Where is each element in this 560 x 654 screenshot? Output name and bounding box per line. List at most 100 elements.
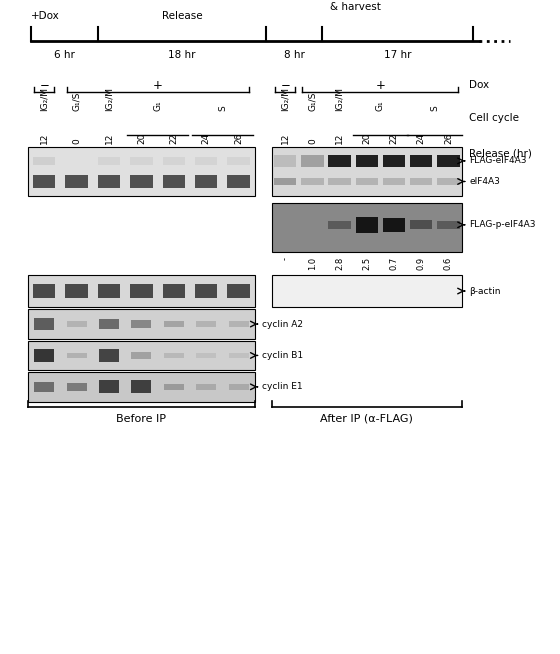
Text: 0.6: 0.6: [444, 257, 453, 270]
Bar: [164, 353, 184, 358]
Text: Thymidine
1st block: Thymidine 1st block: [76, 0, 131, 3]
Bar: [437, 221, 460, 228]
Bar: [99, 349, 119, 362]
Bar: [383, 218, 405, 232]
Bar: [410, 155, 432, 167]
Bar: [437, 178, 460, 186]
Text: 0: 0: [72, 138, 81, 144]
Bar: [33, 157, 55, 165]
Bar: [356, 178, 378, 186]
Bar: [164, 320, 184, 328]
Text: cyclin E1: cyclin E1: [262, 383, 303, 391]
Text: Cell cycle: Cell cycle: [469, 112, 519, 123]
Text: 18 hr: 18 hr: [168, 50, 196, 60]
Bar: [162, 157, 185, 165]
Bar: [162, 175, 185, 188]
Text: 12: 12: [40, 133, 49, 144]
Text: 2.5: 2.5: [362, 257, 371, 270]
Bar: [227, 284, 250, 298]
Text: Release (hr): Release (hr): [469, 148, 531, 159]
Bar: [67, 353, 87, 358]
Text: 0: 0: [308, 138, 317, 144]
Bar: [33, 284, 55, 298]
Bar: [130, 175, 152, 188]
Text: 2.8: 2.8: [335, 257, 344, 270]
Bar: [67, 383, 87, 391]
Bar: [28, 309, 255, 339]
Text: FLAG-eIF4A3: FLAG-eIF4A3: [469, 156, 527, 165]
Bar: [28, 275, 255, 307]
Text: 26: 26: [234, 133, 243, 144]
Text: S: S: [218, 105, 227, 111]
Text: lG₂/M: lG₂/M: [40, 87, 49, 111]
Text: S: S: [430, 105, 439, 111]
Bar: [130, 284, 152, 298]
Text: Release
& harvest: Release & harvest: [330, 0, 381, 12]
Text: 8 hr: 8 hr: [283, 50, 305, 60]
Bar: [301, 178, 324, 186]
Text: β-actin: β-actin: [469, 286, 501, 296]
Bar: [130, 157, 152, 165]
Bar: [33, 175, 55, 188]
Text: 17 hr: 17 hr: [384, 50, 412, 60]
Text: cyclin A2: cyclin A2: [262, 320, 303, 328]
Text: G₁/S: G₁/S: [308, 92, 317, 111]
Text: 24: 24: [417, 133, 426, 144]
Bar: [410, 220, 432, 229]
Text: lG₂/M: lG₂/M: [105, 87, 114, 111]
Text: 24: 24: [202, 133, 211, 144]
Bar: [272, 203, 462, 252]
Text: 20: 20: [137, 133, 146, 144]
Bar: [164, 384, 184, 390]
Bar: [34, 318, 54, 330]
Text: +: +: [375, 78, 385, 92]
Bar: [131, 320, 151, 328]
Text: 26: 26: [444, 133, 453, 144]
Text: cyclin B1: cyclin B1: [262, 351, 303, 360]
Bar: [195, 175, 217, 188]
Text: Before IP: Before IP: [116, 413, 166, 424]
Bar: [67, 321, 87, 327]
Bar: [98, 175, 120, 188]
Bar: [66, 284, 88, 298]
Bar: [28, 147, 255, 196]
Text: -: -: [281, 257, 290, 260]
Bar: [301, 155, 324, 167]
Text: 12: 12: [105, 133, 114, 144]
Bar: [196, 353, 216, 358]
Bar: [272, 147, 462, 196]
Bar: [34, 382, 54, 392]
Text: +Dox: +Dox: [31, 10, 59, 21]
Bar: [131, 381, 151, 393]
Text: FLAG-p-eIF4A3: FLAG-p-eIF4A3: [469, 220, 536, 230]
Bar: [383, 178, 405, 186]
Text: Thymidine
2nd block: Thymidine 2nd block: [250, 0, 305, 3]
Text: 20: 20: [362, 133, 371, 144]
Text: 22: 22: [390, 133, 399, 144]
Bar: [99, 381, 119, 393]
Bar: [28, 372, 255, 402]
Bar: [98, 157, 120, 165]
Bar: [195, 157, 217, 165]
Text: −: −: [280, 78, 290, 92]
Bar: [383, 155, 405, 167]
Bar: [98, 284, 120, 298]
Bar: [66, 175, 88, 188]
Bar: [227, 175, 250, 188]
Text: 1.0: 1.0: [308, 257, 317, 270]
Bar: [274, 178, 296, 186]
Bar: [131, 353, 151, 358]
Text: lG₂/M: lG₂/M: [335, 87, 344, 111]
Text: 6 hr: 6 hr: [54, 50, 75, 60]
Bar: [437, 155, 460, 167]
Bar: [328, 178, 351, 186]
Bar: [272, 275, 462, 307]
Bar: [274, 155, 296, 167]
Bar: [228, 384, 249, 390]
Bar: [162, 284, 185, 298]
Text: −: −: [39, 78, 49, 92]
Text: Dox: Dox: [469, 80, 489, 90]
Text: +: +: [153, 78, 162, 92]
Bar: [410, 178, 432, 186]
Bar: [28, 341, 255, 370]
